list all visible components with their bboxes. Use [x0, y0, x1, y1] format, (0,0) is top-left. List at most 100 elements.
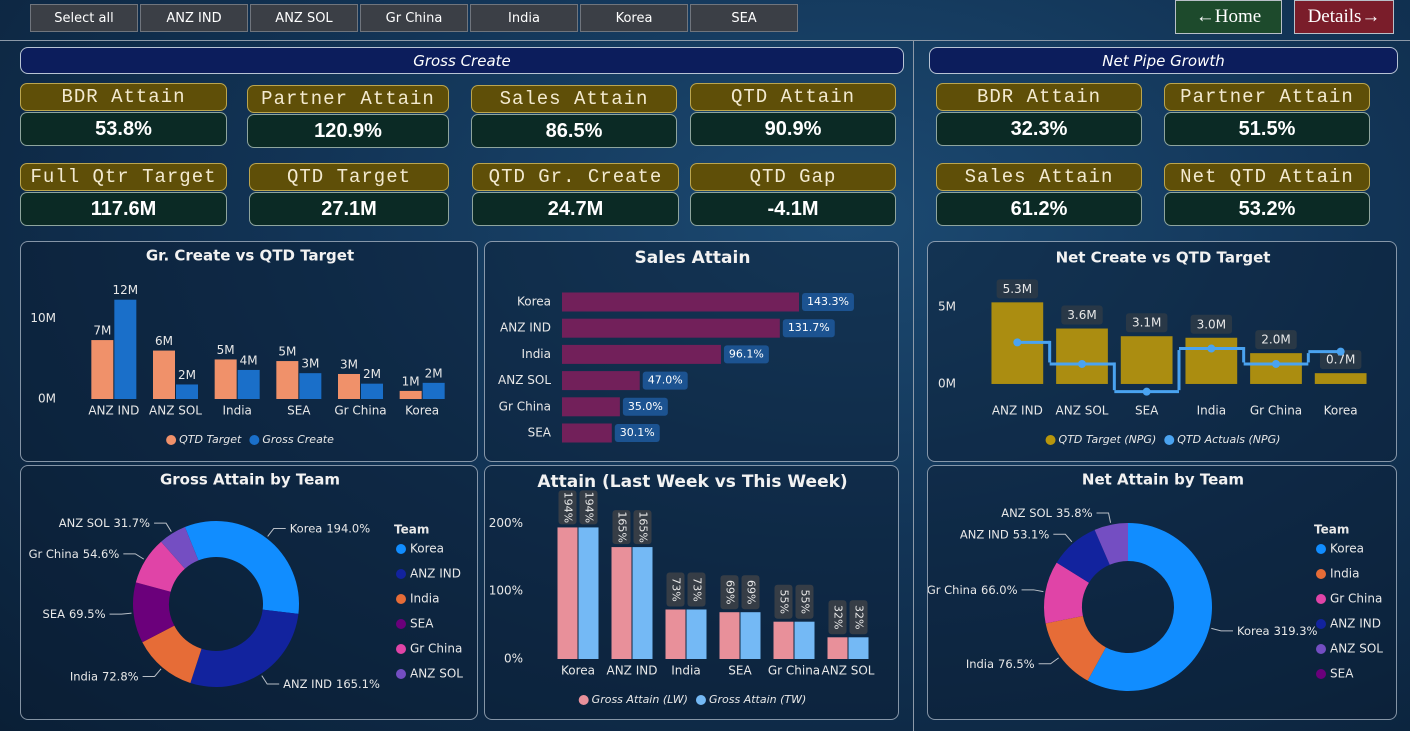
- chart-title: Attain (Last Week vs This Week): [537, 472, 847, 492]
- x-tick-label: Korea: [561, 664, 595, 678]
- data-label: 32%: [832, 605, 845, 629]
- donut-slice: [1056, 529, 1110, 583]
- legend-swatch: [396, 544, 406, 554]
- leader-line: [267, 528, 286, 537]
- filter-button[interactable]: India: [470, 4, 578, 32]
- data-label-box: [614, 424, 660, 442]
- slice-value: 54.6%: [83, 546, 120, 560]
- filter-button[interactable]: SEA: [690, 4, 798, 32]
- line-point: [1142, 387, 1151, 396]
- legend-label: QTD Target: [179, 433, 242, 446]
- filter-button[interactable]: Korea: [580, 4, 688, 32]
- legend-swatch: [578, 695, 589, 705]
- y-tick-label: 10M: [30, 311, 56, 325]
- chart-title: Gr. Create vs QTD Target: [146, 247, 354, 265]
- legend-label: ANZ IND: [1330, 617, 1381, 631]
- data-label-box: [1061, 305, 1103, 325]
- legend-swatch: [1316, 544, 1326, 554]
- y-tick-label: ANZ SOL: [498, 373, 551, 387]
- slice-label: Gr China 66.0%: [928, 582, 1018, 596]
- legend-swatch: [1045, 435, 1056, 445]
- y-tick-label: ANZ IND: [500, 321, 551, 335]
- data-label-box: [795, 584, 814, 619]
- data-label: 96.1%: [729, 347, 764, 360]
- slice-value: 53.1%: [1013, 527, 1050, 541]
- y-tick-label: India: [522, 347, 551, 361]
- data-label: 7M: [93, 324, 111, 338]
- kpi-value: 24.7M: [472, 192, 679, 226]
- leader-line: [142, 668, 162, 677]
- data-label: 194%: [583, 492, 596, 523]
- bar: [719, 612, 740, 659]
- legend-label: ANZ IND: [410, 567, 461, 581]
- data-label: 194%: [562, 492, 575, 523]
- data-label-box: [828, 600, 847, 635]
- divider: [0, 40, 1410, 41]
- slice-category: ANZ SOL: [59, 516, 110, 530]
- donut-slice: [133, 582, 175, 643]
- data-label-box: [666, 572, 685, 607]
- legend-label: Korea: [1330, 542, 1364, 556]
- chart-title: Sales Attain: [635, 248, 751, 268]
- data-label: 6M: [155, 334, 173, 348]
- slice-category: Korea: [290, 521, 323, 535]
- x-tick-label: India: [671, 664, 700, 678]
- kpi-value: 86.5%: [471, 114, 677, 148]
- donut-slice: [161, 527, 199, 569]
- filter-button[interactable]: Select all: [30, 4, 138, 32]
- donut-slice: [184, 521, 299, 614]
- legend-label: QTD Target (NPG): [1059, 433, 1157, 446]
- donut-slice: [1045, 615, 1106, 681]
- donut-slice: [1044, 562, 1089, 624]
- chart: Sales Attain Korea 143.3% ANZ IND 131.7% Indi…: [498, 248, 854, 443]
- slice-label: ANZ SOL 35.8%: [1001, 505, 1092, 519]
- legend-label: Gr China: [1330, 592, 1382, 606]
- data-label-box: [579, 490, 598, 525]
- slice-category: India: [70, 669, 98, 683]
- filter-button[interactable]: Gr China: [360, 4, 468, 32]
- details-button[interactable]: Details→: [1294, 0, 1394, 34]
- donut-slice: [190, 609, 299, 687]
- leader-line: [1038, 657, 1059, 665]
- bar: [794, 621, 815, 659]
- slice-label: Korea 319.3%: [1237, 623, 1318, 637]
- y-tick-label: 100%: [489, 584, 523, 598]
- data-label: 3M: [340, 357, 358, 371]
- filter-button[interactable]: ANZ IND: [140, 4, 248, 32]
- kpi-value: -4.1M: [690, 192, 896, 226]
- slice-label: ANZ IND 53.1%: [960, 527, 1049, 541]
- bar: [299, 373, 322, 399]
- kpi-label: Partner Attain: [1164, 83, 1370, 111]
- kpi-value: 51.5%: [1164, 112, 1370, 146]
- y-tick-label: SEA: [528, 426, 552, 440]
- chart-panel: Gr. Create vs QTD Target 0M 10M ANZ IND ANZ …: [20, 241, 478, 462]
- kpi-label: QTD Gap: [690, 163, 896, 191]
- data-label: 3M: [301, 357, 319, 371]
- slice-category: ANZ SOL: [1001, 505, 1052, 519]
- chart-panel: Attain (Last Week vs This Week) 0% 100% 200…: [484, 465, 899, 720]
- legend-swatch: [1316, 669, 1326, 679]
- slice-value: 72.8%: [102, 669, 139, 683]
- x-tick-label: SEA: [287, 404, 311, 418]
- bar: [562, 371, 640, 391]
- bar: [578, 527, 599, 659]
- bar: [361, 383, 383, 399]
- x-tick-label: Gr China: [1250, 404, 1302, 418]
- data-label-box: [612, 510, 631, 545]
- filter-button[interactable]: ANZ SOL: [250, 4, 358, 32]
- bar: [562, 397, 620, 417]
- legend-swatch: [1164, 435, 1175, 445]
- home-button[interactable]: ←Home: [1175, 0, 1282, 34]
- line-point: [1078, 359, 1086, 368]
- slice-value: 76.5%: [998, 656, 1035, 670]
- bar: [557, 527, 578, 659]
- bar: [562, 344, 721, 364]
- slice-category: ANZ IND: [283, 677, 332, 691]
- bar: [562, 292, 799, 312]
- legend-label: ANZ SOL: [1330, 642, 1383, 656]
- slice-label: India 76.5%: [966, 656, 1035, 670]
- x-tick-label: Korea: [405, 404, 439, 418]
- leader-line: [154, 522, 172, 532]
